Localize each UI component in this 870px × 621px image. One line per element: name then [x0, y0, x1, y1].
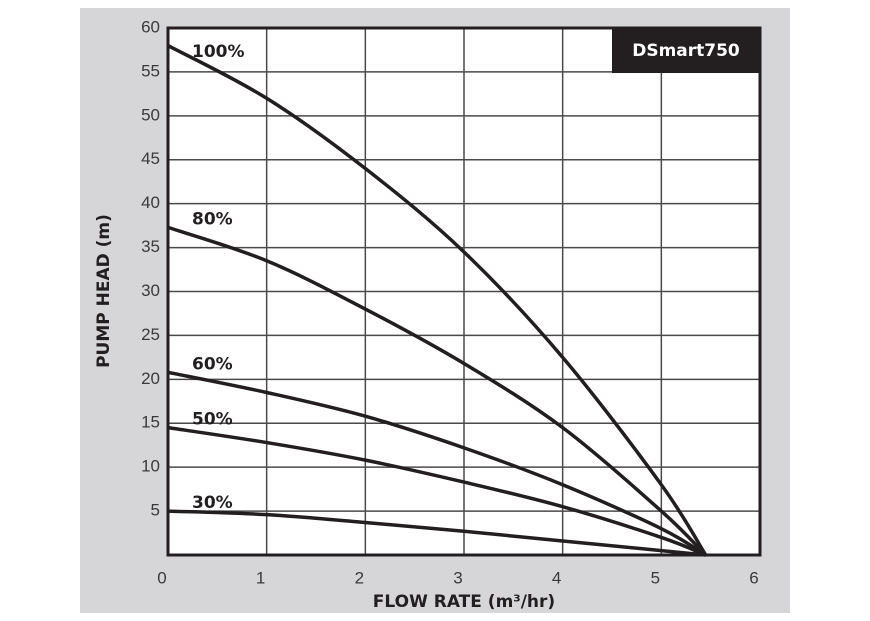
y-tick-label: 10	[141, 457, 160, 476]
y-axis-label: PUMP HEAD (m)	[94, 214, 114, 368]
y-tick-label: 20	[141, 369, 160, 388]
x-tick-label: 5	[651, 568, 660, 587]
series-line	[167, 370, 707, 557]
series-line	[167, 44, 708, 556]
series-label: 100%	[192, 42, 245, 62]
series-label: 60%	[192, 354, 233, 374]
series-label: 80%	[192, 209, 233, 229]
x-tick-label: 4	[552, 568, 561, 587]
y-tick-label: 40	[141, 193, 160, 212]
series-line	[167, 509, 706, 557]
lines	[167, 44, 708, 557]
y-tick-label: 50	[141, 105, 160, 124]
series-label: 30%	[192, 493, 233, 513]
y-tick-label: 55	[141, 61, 160, 80]
y-tick-label: 5	[151, 501, 160, 520]
x-tick-label: 2	[355, 568, 364, 587]
y-tick-label: 25	[141, 325, 160, 344]
y-tick-label: 30	[141, 281, 160, 300]
x-tick-label: 1	[256, 568, 265, 587]
y-tick-label: 35	[141, 237, 160, 256]
series-line	[167, 225, 707, 557]
x-tick-label: 0	[157, 568, 166, 587]
series-line	[167, 425, 707, 557]
y-tick-label: 15	[141, 413, 160, 432]
x-tick-label: 3	[453, 568, 462, 587]
chart-title: DSmart750	[632, 41, 740, 61]
plot-border	[166, 26, 762, 557]
series-label: 50%	[192, 410, 233, 430]
y-tick-label: 45	[141, 149, 160, 168]
title-box	[612, 28, 760, 73]
y-tick-label: 60	[141, 17, 160, 36]
x-tick-label: 6	[749, 568, 758, 587]
x-axis-label: FLOW RATE (m³/hr)	[373, 592, 555, 612]
